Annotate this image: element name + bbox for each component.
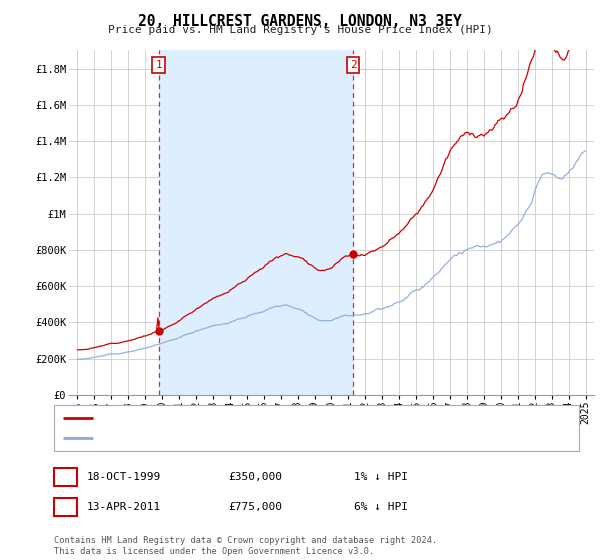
Text: 13-APR-2011: 13-APR-2011 [87, 502, 161, 512]
Bar [158, 50, 353, 395]
Text: £775,000: £775,000 [228, 502, 282, 512]
Text: 20, HILLCREST GARDENS, LONDON, N3 3EY (detached house): 20, HILLCREST GARDENS, LONDON, N3 3EY (d… [99, 413, 437, 423]
Text: Contains HM Land Registry data © Crown copyright and database right 2024.
This d: Contains HM Land Registry data © Crown c… [54, 536, 437, 556]
Text: 1% ↓ HPI: 1% ↓ HPI [354, 472, 408, 482]
Text: 1: 1 [62, 470, 69, 484]
Text: 1: 1 [155, 60, 162, 70]
Text: Price paid vs. HM Land Registry's House Price Index (HPI): Price paid vs. HM Land Registry's House … [107, 25, 493, 35]
Text: £350,000: £350,000 [228, 472, 282, 482]
Text: 6% ↓ HPI: 6% ↓ HPI [354, 502, 408, 512]
Text: 2: 2 [350, 60, 356, 70]
Text: 20, HILLCREST GARDENS, LONDON, N3 3EY: 20, HILLCREST GARDENS, LONDON, N3 3EY [138, 14, 462, 29]
Text: 18-OCT-1999: 18-OCT-1999 [87, 472, 161, 482]
Text: 2: 2 [62, 500, 69, 514]
Text: HPI: Average price, detached house, Barnet: HPI: Average price, detached house, Barn… [99, 433, 361, 443]
